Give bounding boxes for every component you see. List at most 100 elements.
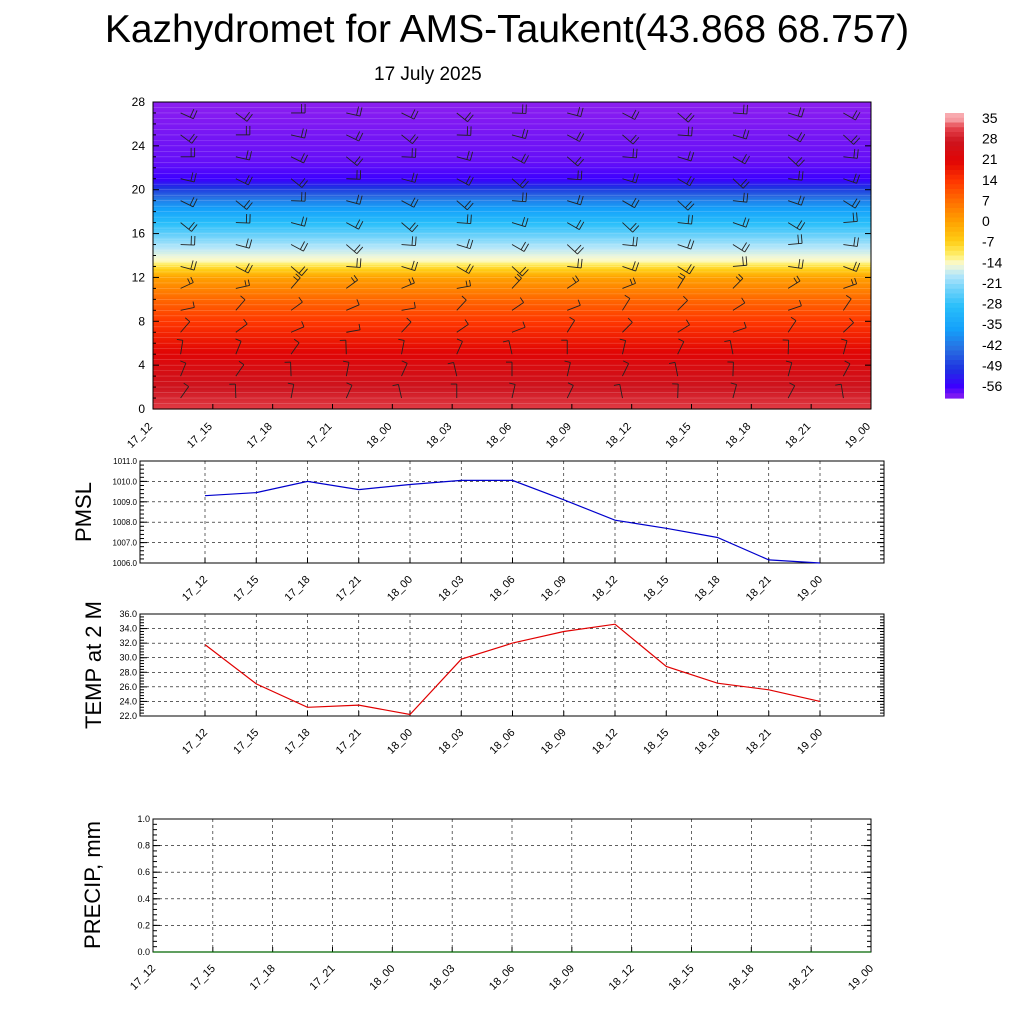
- y-axis-label: TEMP at 2 M: [81, 601, 106, 729]
- wind-barb-feather: [524, 217, 529, 227]
- wind-barb-staff: [180, 362, 187, 377]
- colorbar-cell: [945, 288, 964, 295]
- colorbar-label: -35: [982, 316, 1002, 332]
- y-tick-label: 1009.0: [113, 498, 138, 507]
- wind-barb-staff: [732, 278, 744, 289]
- wind-barb-staff: [290, 222, 305, 227]
- wind-barb: [511, 153, 529, 164]
- colorbar-cell: [945, 122, 964, 128]
- wind-barb-staff: [787, 280, 801, 289]
- wind-barb-staff: [346, 112, 361, 117]
- wind-barb: [346, 258, 362, 268]
- wind-barb: [677, 200, 695, 211]
- wind-barb: [732, 273, 744, 289]
- chart-title: Kazhydromet for AMS-Taukent(43.868 68.75…: [104, 8, 910, 51]
- wind-barb-feather: [849, 318, 854, 324]
- wind-barb-feather: [742, 104, 745, 114]
- wind-barb-feather: [854, 278, 858, 284]
- contour-band: [153, 343, 871, 347]
- wind-barb-feather: [520, 241, 526, 251]
- wind-barb-staff: [456, 341, 463, 355]
- wind-barb-staff: [842, 340, 848, 355]
- wind-barb-staff: [842, 363, 851, 377]
- wind-barb-feather: [301, 321, 305, 327]
- x-tick-label: 17_15: [188, 963, 218, 993]
- wind-barb-staff: [401, 178, 416, 183]
- wind-barb: [456, 150, 474, 161]
- wind-barb: [677, 112, 695, 123]
- colorbar-cell: [945, 165, 964, 171]
- wind-barb-feather: [188, 133, 195, 142]
- wind-barb-feather: [521, 269, 529, 277]
- x-tick-label: 17_15: [231, 727, 261, 757]
- wind-barb-feather: [415, 236, 417, 246]
- wind-barb-feather: [574, 156, 582, 165]
- wind-barb-staff: [787, 156, 799, 167]
- wind-barb-feather: [243, 318, 248, 325]
- wind-barb-staff: [732, 134, 747, 140]
- wind-barb-staff: [567, 112, 581, 118]
- wind-barb-staff: [346, 200, 360, 205]
- wind-barb: [235, 150, 252, 161]
- wind-barb: [843, 294, 852, 311]
- wind-barb-feather: [520, 153, 526, 162]
- wind-barb-feather: [799, 299, 802, 306]
- contour-band: [153, 273, 871, 276]
- wind-barb: [398, 338, 405, 355]
- wind-barb-staff: [456, 266, 470, 274]
- wind-barb: [835, 383, 844, 399]
- wind-barb: [732, 217, 750, 228]
- colorbar-cell: [945, 303, 964, 309]
- wind-barb-feather: [841, 338, 848, 342]
- wind-barb-feather: [724, 339, 731, 343]
- wind-barb-feather: [687, 203, 695, 211]
- y-tick-label: 24.0: [119, 696, 137, 706]
- wind-barb: [787, 382, 796, 399]
- wind-barb-staff: [456, 285, 471, 289]
- wind-barb: [456, 126, 472, 136]
- contour-band: [153, 270, 871, 274]
- wind-barb-staff: [843, 112, 856, 121]
- wind-barb: [613, 383, 623, 399]
- wind-barb: [622, 294, 631, 311]
- wind-barb-feather: [852, 261, 857, 271]
- contour-band: [153, 115, 871, 118]
- y-tick-label: 4: [138, 358, 145, 372]
- wind-barb: [787, 316, 797, 333]
- wind-barb-staff: [622, 200, 635, 209]
- wind-barb-feather: [464, 112, 471, 120]
- wind-barb-feather: [800, 196, 805, 206]
- wind-barb-staff: [732, 244, 746, 253]
- wind-barb: [842, 360, 851, 377]
- contour-band: [153, 358, 871, 362]
- wind-barb: [235, 213, 251, 224]
- contour-band: [153, 180, 871, 184]
- wind-barb-feather: [744, 244, 750, 253]
- wind-barb: [511, 216, 529, 228]
- contour-band: [153, 345, 871, 349]
- wind-barb-feather: [623, 360, 629, 364]
- wind-barb-feather: [785, 360, 792, 364]
- wind-barb-feather: [796, 132, 803, 141]
- wind-barb-staff: [787, 362, 793, 377]
- colorbar-cell: [945, 117, 964, 124]
- contour-band: [153, 279, 871, 283]
- wind-barb-feather: [689, 177, 695, 186]
- wind-barb-feather: [411, 277, 415, 284]
- wind-barb-feather: [740, 179, 748, 187]
- contour-band: [153, 257, 871, 261]
- contour-band: [153, 216, 871, 219]
- wind-barb: [401, 172, 418, 183]
- y-tick-label: 1008.0: [113, 518, 138, 527]
- wind-barb: [843, 134, 861, 145]
- wind-barb-staff: [843, 178, 857, 184]
- wind-barb-staff: [732, 327, 747, 333]
- contour-band: [153, 341, 871, 344]
- wind-barb-feather: [746, 193, 749, 203]
- wind-barb-feather: [301, 180, 308, 188]
- wind-barb: [339, 339, 347, 355]
- contour-band: [153, 338, 871, 342]
- wind-barb-feather: [193, 261, 197, 271]
- wind-barb-staff: [511, 302, 524, 311]
- wind-barb: [456, 319, 469, 333]
